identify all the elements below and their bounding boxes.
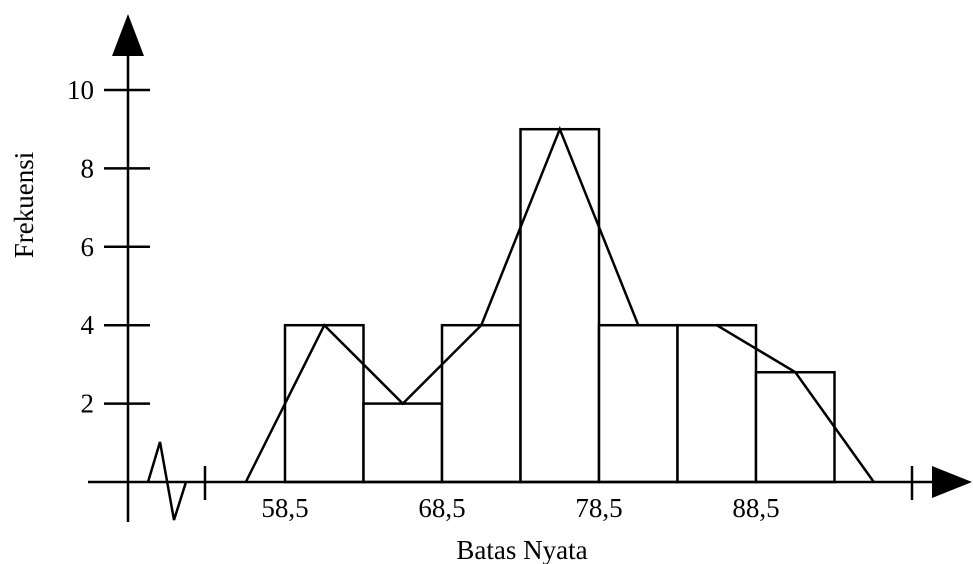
histogram-bar [676, 323, 758, 484]
histogram-bar [519, 127, 601, 484]
y-axis-arrowhead [112, 14, 144, 56]
y-tick-label: 8 [81, 153, 95, 183]
histogram-bar [283, 323, 365, 484]
y-axis-ticks: 2 4 6 8 10 [67, 75, 150, 419]
y-tick-label: 2 [81, 389, 95, 419]
axis-break-symbol [146, 441, 188, 521]
x-tick-label: 78,5 [575, 493, 622, 523]
histogram-bar [440, 323, 522, 484]
y-axis-label: Frekuensi [9, 152, 39, 258]
histogram-bars [283, 127, 836, 484]
y-tick-label: 4 [81, 310, 95, 340]
y-tick-label: 10 [67, 75, 94, 105]
x-tick-label: 68,5 [418, 493, 465, 523]
histogram-bar [597, 323, 679, 484]
histogram-bar [362, 402, 444, 484]
x-tick-label: 58,5 [261, 493, 308, 523]
frequency-polygon [244, 125, 875, 483]
y-tick-label: 6 [81, 232, 95, 262]
histogram-bar [754, 370, 836, 484]
x-axis-ticks: 58,5 68,5 78,5 88,5 [203, 466, 914, 523]
x-tick-label: 88,5 [732, 493, 779, 523]
x-axis-arrowhead [932, 466, 972, 498]
x-axis-label: Batas Nyata [456, 535, 587, 564]
